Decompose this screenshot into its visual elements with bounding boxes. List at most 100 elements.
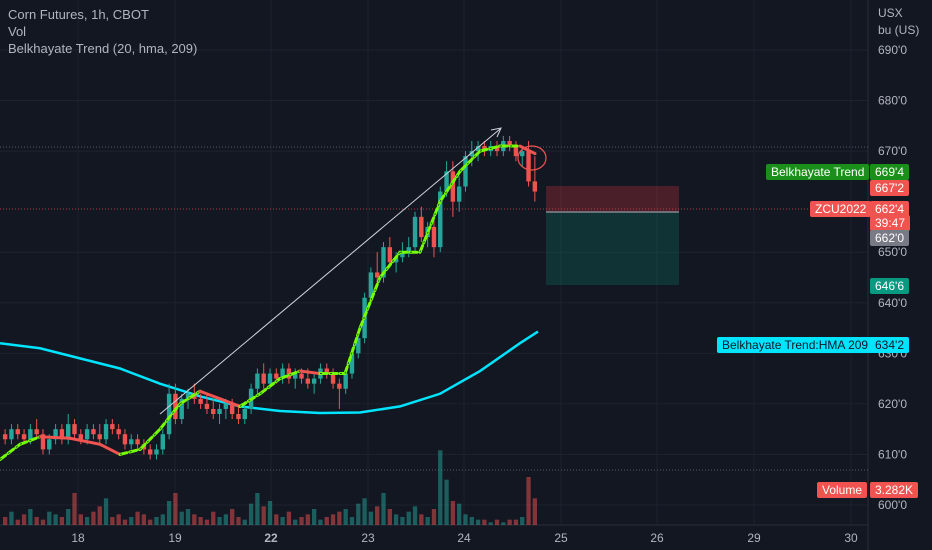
candle-body	[494, 146, 500, 152]
candle-body	[513, 146, 519, 157]
volume-bar	[457, 503, 462, 525]
volume-bar	[154, 517, 159, 525]
candle-body	[179, 398, 184, 420]
candle-body	[450, 171, 456, 202]
volume-bar	[475, 519, 481, 525]
volume-bar	[217, 517, 222, 525]
volume-bar	[110, 517, 115, 525]
candle-body	[185, 393, 191, 399]
belkhayate-trend-segment	[518, 144, 537, 156]
top-highlight-ellipse	[517, 145, 547, 171]
y-tick-label: 670'0	[878, 144, 907, 158]
candle-body	[400, 252, 405, 258]
candle-body	[211, 408, 216, 414]
volume-bar	[59, 517, 65, 525]
x-tick-label: 30	[844, 531, 858, 545]
candle-body	[267, 373, 273, 384]
candle-body	[419, 216, 424, 238]
candle-body	[520, 151, 525, 157]
volume-bar	[274, 514, 279, 525]
candle-body	[324, 368, 329, 374]
candle-body	[116, 429, 121, 435]
candle-body	[305, 378, 311, 384]
trend-dash-overlay	[0, 443, 21, 460]
candle-body	[154, 449, 159, 455]
y-tick-label: 650'0	[878, 245, 907, 259]
candle-body	[368, 272, 374, 298]
volume-bar	[135, 511, 140, 525]
candle-body	[66, 424, 71, 440]
belkhayate-indicator-title[interactable]: Belkhayate Trend (20, hma, 209)	[8, 41, 198, 56]
volume-bar	[204, 519, 210, 525]
candle-body	[343, 373, 348, 389]
volume-bar	[91, 511, 96, 525]
volume-bar	[349, 517, 355, 525]
candle-body	[387, 247, 393, 263]
unit-label: bu (US)	[878, 23, 920, 37]
volume-bar	[34, 517, 39, 525]
trend-dash-overlay	[19, 436, 41, 445]
belkhayate-trend-segment	[218, 397, 242, 408]
x-tick-label: 23	[361, 531, 375, 545]
volume-bar	[513, 519, 519, 525]
symbol-title[interactable]: Corn Futures, 1h, CBOT	[8, 7, 149, 22]
price-axis-unit[interactable]: USX bu (US)	[878, 5, 919, 39]
candle-body	[381, 247, 386, 278]
volume-bar	[393, 514, 399, 525]
x-tick-label: 25	[554, 531, 568, 545]
volume-indicator-title[interactable]: Vol	[8, 24, 27, 39]
volume-bar	[406, 511, 411, 525]
volume-bar	[501, 522, 506, 525]
candle-body	[166, 393, 172, 435]
volume-bar	[431, 509, 437, 525]
candle-body	[311, 378, 317, 384]
candle-body	[286, 368, 292, 379]
volume-bar	[318, 519, 323, 525]
candle-body	[84, 429, 90, 440]
belkhayate-trend-segment	[198, 389, 222, 401]
candle-body	[97, 434, 102, 440]
y-tick-label: 600'0	[878, 498, 907, 512]
candle-body	[34, 429, 39, 435]
candle-body	[15, 429, 20, 435]
volume-bar	[463, 514, 468, 525]
volume-bar	[494, 519, 500, 525]
volume-bar	[21, 514, 27, 525]
candle-body	[40, 434, 46, 450]
candle-body	[59, 429, 65, 440]
last-price-label: 662'4	[870, 201, 909, 217]
trend-name-label: Belkhayate Trend	[766, 164, 870, 180]
belkhayate-trend-segment	[458, 149, 482, 173]
candle-body	[526, 151, 531, 182]
candle-body	[475, 146, 481, 152]
belkhayate-trend-segment	[358, 276, 382, 330]
volume-bar	[40, 519, 46, 525]
volume-bar	[532, 498, 537, 525]
volume-bar	[488, 522, 493, 525]
trend-arrow-head	[490, 127, 502, 138]
x-tick-label: 18	[71, 531, 85, 545]
belkhayate-trend-segment	[38, 435, 72, 440]
volume-bar	[387, 509, 392, 525]
candle-body	[160, 434, 166, 450]
candle-body	[255, 373, 260, 389]
candle-body	[110, 424, 115, 430]
volume-bar	[482, 519, 487, 525]
candle-body	[204, 403, 210, 409]
target-price-label: 667'2	[870, 180, 909, 196]
volume-bar	[400, 517, 405, 525]
y-tick-label: 610'0	[878, 447, 907, 461]
candle-body	[444, 171, 449, 192]
trend-arrow-line	[159, 128, 501, 415]
volume-bar	[267, 501, 273, 525]
candle-body	[72, 424, 77, 435]
volume-bar	[185, 509, 191, 525]
volume-bar	[242, 519, 247, 525]
candle-body	[147, 449, 153, 455]
belkhayate-trend-segment	[378, 250, 402, 279]
candle-body	[532, 181, 538, 192]
volume-bar	[293, 519, 298, 525]
volume-bar	[15, 519, 20, 525]
candle-body	[198, 398, 203, 404]
